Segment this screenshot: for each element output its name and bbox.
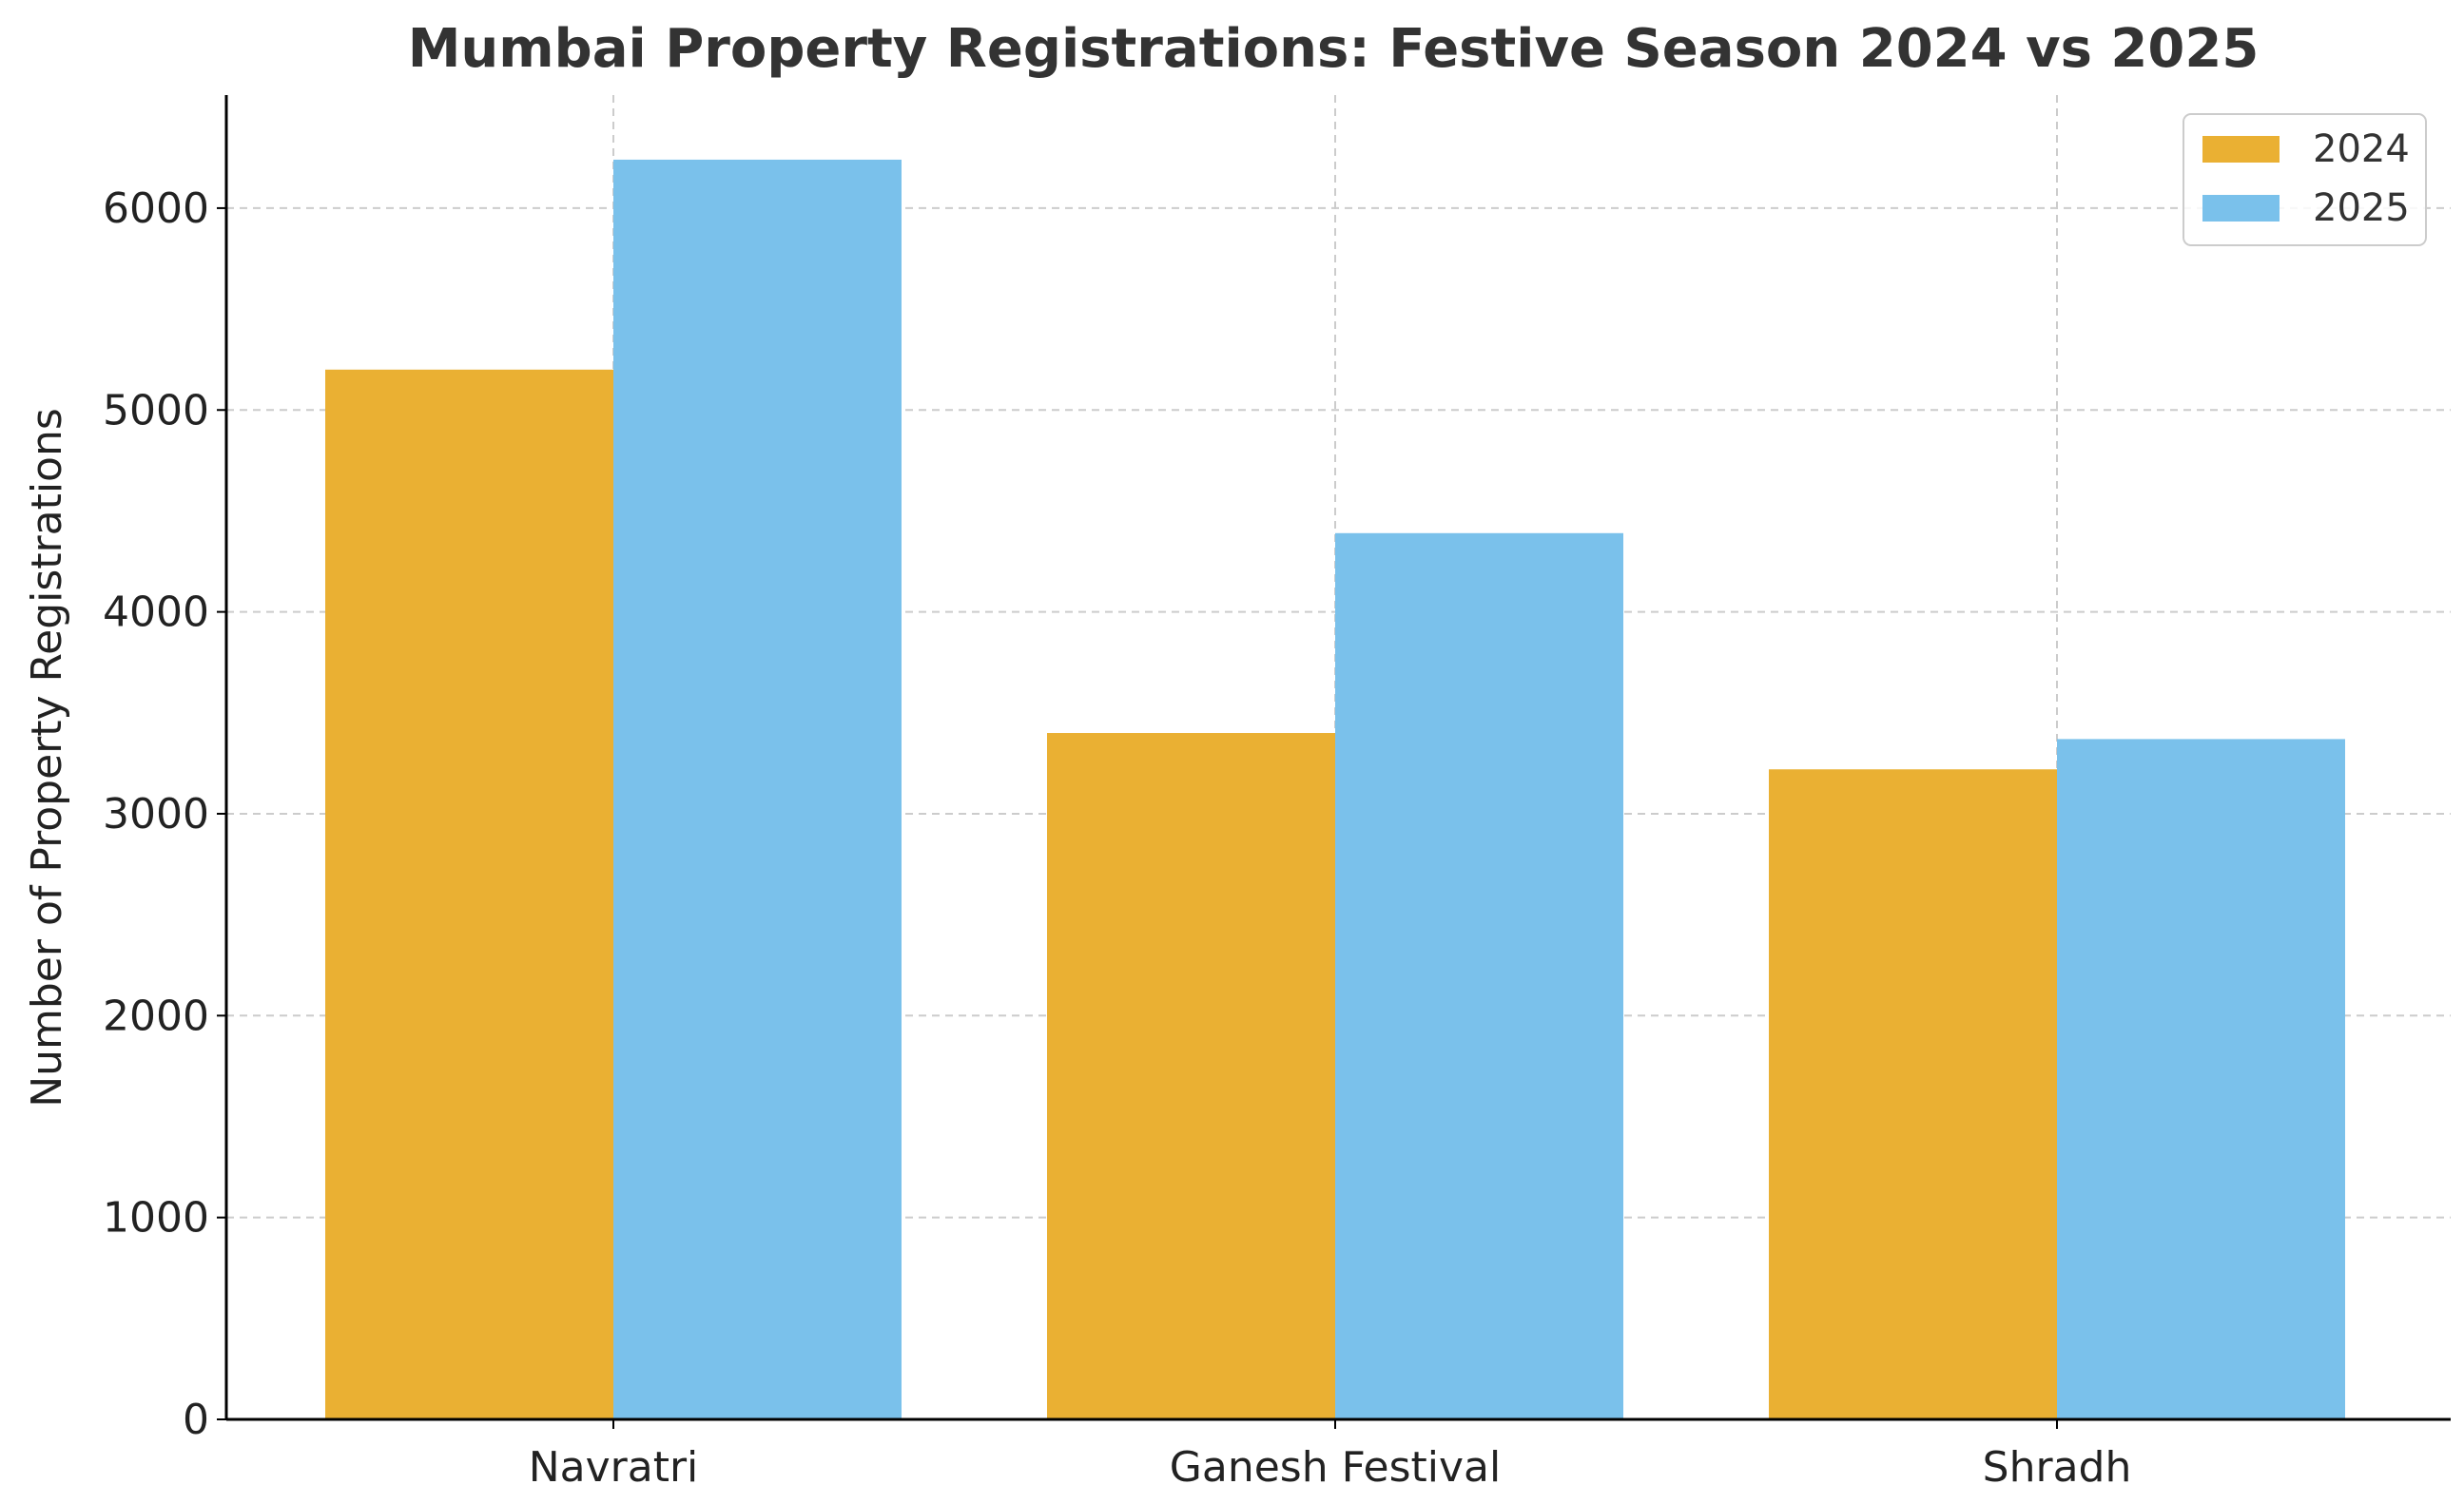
y-tick-label: 6000 (103, 184, 209, 233)
bar-2024-shradh (1769, 769, 2057, 1419)
bar-2025-shradh (2057, 739, 2345, 1419)
y-axis-label: Number of Property Registrations (23, 408, 71, 1108)
bar-2024-navratri (325, 369, 613, 1419)
y-tick-label: 2000 (103, 992, 209, 1040)
x-tick-label: Navratri (529, 1443, 699, 1492)
chart-title: Mumbai Property Registrations: Festive S… (408, 18, 2260, 80)
y-tick-label: 1000 (103, 1194, 209, 1243)
axes (217, 95, 2451, 1429)
bar-2025-ganesh-festival (1335, 532, 1623, 1419)
x-tick-label: Shradh (1983, 1443, 2132, 1492)
y-tick-label: 4000 (103, 588, 209, 637)
y-tick-label: 0 (183, 1396, 209, 1444)
y-tick-label: 3000 (103, 790, 209, 839)
bars (325, 159, 2345, 1420)
bar-2024-ganesh-festival (1047, 733, 1335, 1419)
legend-label-2024: 2024 (2313, 127, 2410, 171)
legend: 2024 2025 (2183, 113, 2427, 246)
legend-label-2025: 2025 (2313, 186, 2410, 230)
legend-swatch-2024 (2202, 136, 2280, 163)
x-tick-label: Ganesh Festival (1170, 1443, 1501, 1492)
tick-labels: 0 1000 2000 3000 4000 5000 6000 Navratri Ganesh … (103, 184, 2131, 1492)
y-tick-label: 5000 (103, 386, 209, 434)
bar-2025-navratri (613, 159, 902, 1420)
legend-swatch-2025 (2202, 195, 2280, 222)
